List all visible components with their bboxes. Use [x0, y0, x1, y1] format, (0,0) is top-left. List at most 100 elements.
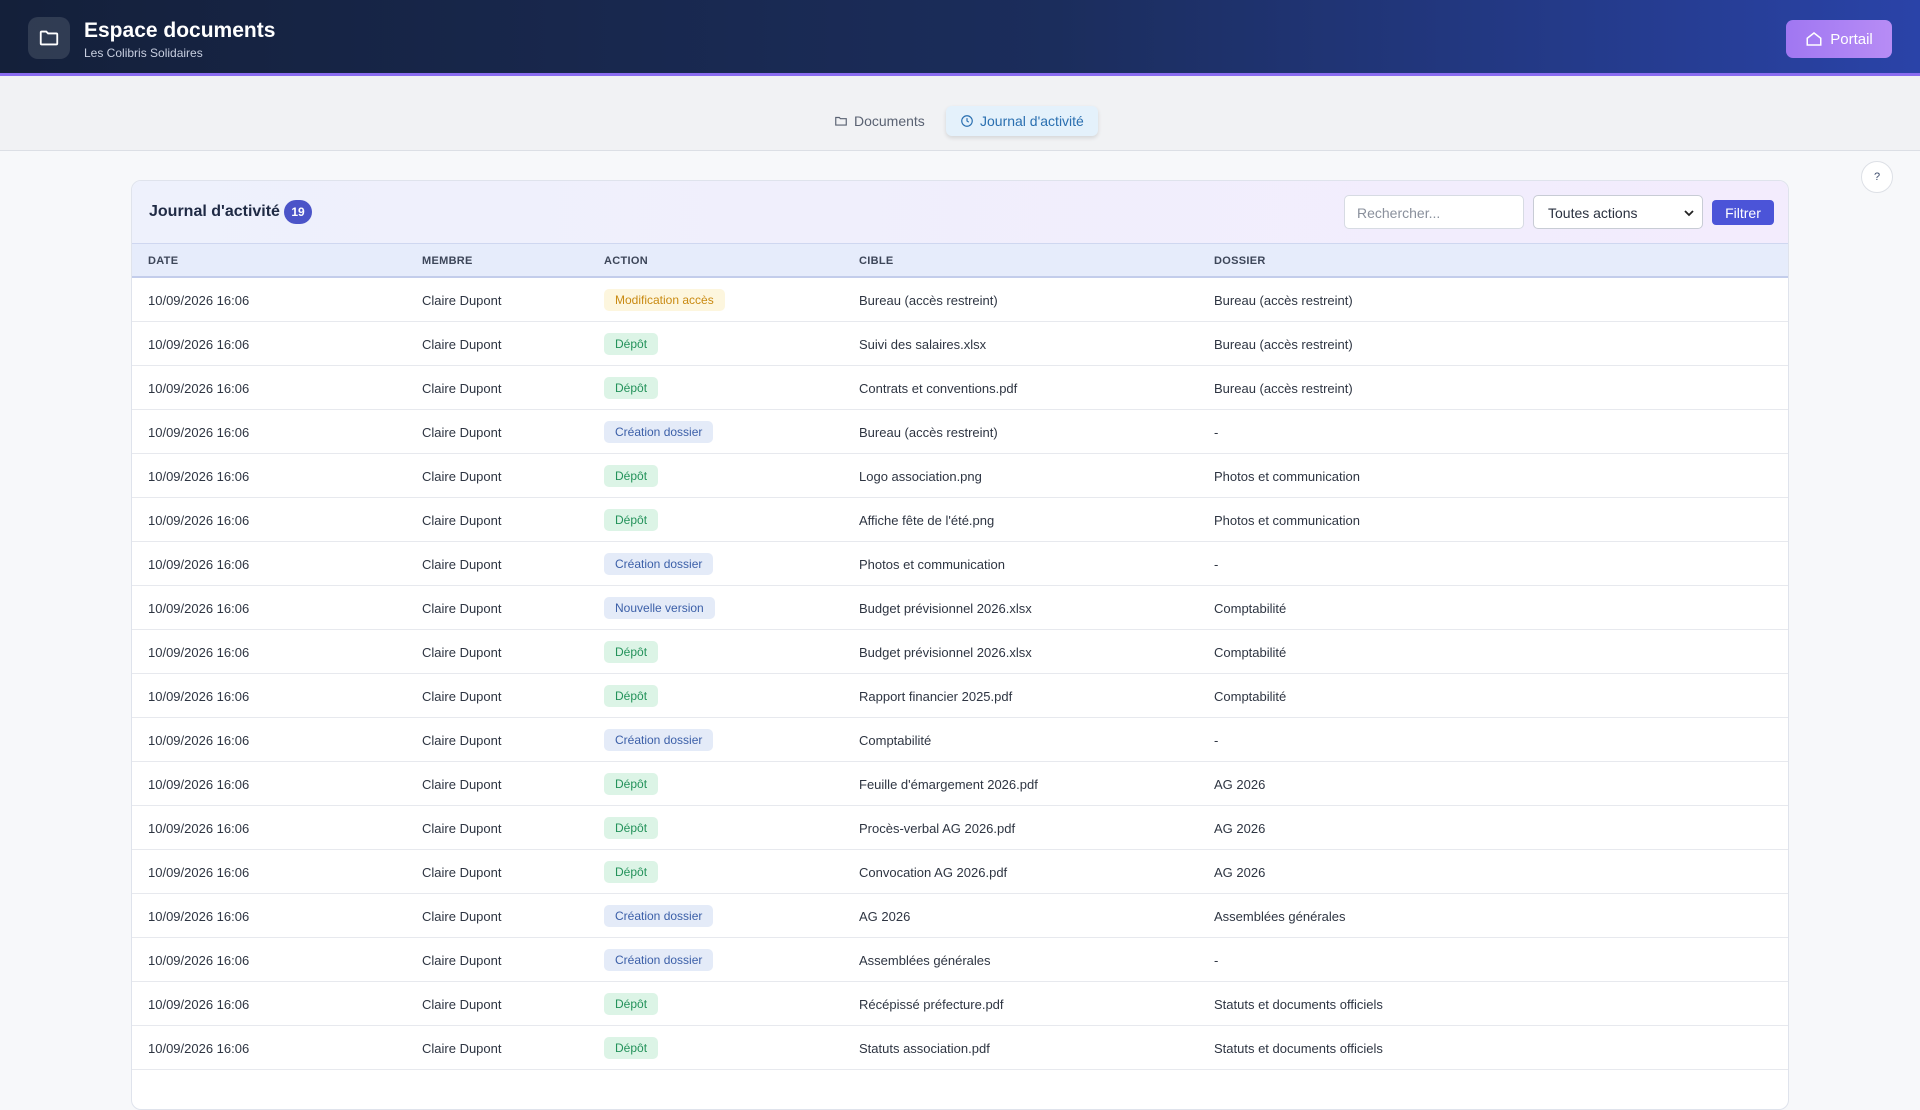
folder-cell: -: [1214, 733, 1219, 748]
target-cell: Feuille d'émargement 2026.pdf: [859, 777, 1038, 792]
action-badge: Dépôt: [604, 641, 659, 663]
action-badge: Création dossier: [604, 949, 714, 971]
date-cell: 10/09/2026 16:06: [148, 953, 250, 968]
folder-cell: Photos et communication: [1214, 469, 1360, 484]
folder-cell: Photos et communication: [1214, 513, 1360, 528]
folder-cell: Bureau (accès restreint): [1214, 381, 1353, 396]
search-input[interactable]: Rechercher...: [1344, 195, 1524, 229]
target-cell: Logo association.png: [859, 469, 982, 484]
action-badge: Dépôt: [604, 685, 659, 707]
action-badge: Nouvelle version: [604, 597, 715, 619]
column-header: ACTION: [604, 255, 648, 267]
action-badge: Dépôt: [604, 861, 659, 883]
folder-cell: -: [1214, 953, 1219, 968]
help-button[interactable]: ?: [1861, 161, 1893, 193]
member-cell: Claire Dupont: [422, 953, 502, 968]
member-cell: Claire Dupont: [422, 557, 502, 572]
table-row: 10/09/2026 16:06 Claire Dupont Création do…: [132, 542, 1788, 586]
column-header: CIBLE: [859, 255, 894, 267]
filter-button[interactable]: Filtrer: [1712, 200, 1774, 225]
member-cell: Claire Dupont: [422, 645, 502, 660]
action-badge: Dépôt: [604, 1037, 659, 1059]
folder-cell: Statuts et documents officiels: [1214, 997, 1383, 1012]
target-cell: Bureau (accès restreint): [859, 293, 998, 308]
app-subtitle: Les Colibris Solidaires: [84, 46, 203, 60]
date-cell: 10/09/2026 16:06: [148, 425, 250, 440]
action-select[interactable]: Toutes actions: [1533, 195, 1703, 229]
table-header: DATE MEMBRE ACTION CIBLE DOSSIER: [132, 243, 1788, 278]
folder-cell: Bureau (accès restreint): [1214, 293, 1353, 308]
tab-journal[interactable]: Journal d'activité: [946, 106, 1098, 136]
date-cell: 10/09/2026 16:06: [148, 689, 250, 704]
count-badge: 19: [284, 200, 312, 224]
action-badge: Dépôt: [604, 993, 659, 1015]
date-cell: 10/09/2026 16:06: [148, 821, 250, 836]
action-badge: Création dossier: [604, 553, 714, 575]
folder-cell: Comptabilité: [1214, 689, 1287, 704]
date-cell: 10/09/2026 16:06: [148, 733, 250, 748]
target-cell: Budget prévisionnel 2026.xlsx: [859, 601, 1032, 616]
target-cell: Suivi des salaires.xlsx: [859, 337, 987, 352]
column-header: DATE: [148, 255, 179, 267]
member-cell: Claire Dupont: [422, 733, 502, 748]
table-row: 10/09/2026 16:06 Claire Dupont Dépôt Suivi …: [132, 322, 1788, 366]
member-cell: Claire Dupont: [422, 513, 502, 528]
table-row: 10/09/2026 16:06 Claire Dupont Nouvelle ve…: [132, 586, 1788, 630]
folder-cell: AG 2026: [1214, 821, 1266, 836]
tab-label: Journal d'activité: [980, 113, 1084, 129]
member-cell: Claire Dupont: [422, 777, 502, 792]
member-cell: Claire Dupont: [422, 865, 502, 880]
target-cell: Convocation AG 2026.pdf: [859, 865, 1008, 880]
target-cell: AG 2026: [859, 909, 911, 924]
member-cell: Claire Dupont: [422, 601, 502, 616]
target-cell: Récépissé préfecture.pdf: [859, 997, 1004, 1012]
folder-cell: Assemblées générales: [1214, 909, 1346, 924]
folder-cell: -: [1214, 557, 1219, 572]
target-cell: Comptabilité: [859, 733, 932, 748]
table-row: 10/09/2026 16:06 Claire Dupont Dépôt Statut…: [132, 1026, 1788, 1070]
folder-cell: Statuts et documents officiels: [1214, 1041, 1383, 1056]
action-badge: Modification accès: [604, 289, 725, 311]
folder-cell: Comptabilité: [1214, 601, 1287, 616]
target-cell: Contrats et conventions.pdf: [859, 381, 1018, 396]
table-row: 10/09/2026 16:06 Claire Dupont Dépôt Procès…: [132, 806, 1788, 850]
member-cell: Claire Dupont: [422, 997, 502, 1012]
date-cell: 10/09/2026 16:06: [148, 557, 250, 572]
target-cell: Bureau (accès restreint): [859, 425, 998, 440]
activity-card: Journal d'activité 19 Rechercher... Tout…: [131, 180, 1789, 1110]
table-row: 10/09/2026 16:06 Claire Dupont Dépôt Convoc…: [132, 850, 1788, 894]
app-title: Espace documents: [84, 19, 276, 42]
member-cell: Claire Dupont: [422, 337, 502, 352]
action-badge: Création dossier: [604, 729, 714, 751]
date-cell: 10/09/2026 16:06: [148, 777, 250, 792]
table-row: 10/09/2026 16:06 Claire Dupont Création do…: [132, 938, 1788, 982]
date-cell: 10/09/2026 16:06: [148, 513, 250, 528]
date-cell: 10/09/2026 16:06: [148, 601, 250, 616]
date-cell: 10/09/2026 16:06: [148, 645, 250, 660]
action-badge: Dépôt: [604, 333, 659, 355]
folder-cell: AG 2026: [1214, 865, 1266, 880]
action-badge: Dépôt: [604, 377, 659, 399]
folder-cell: Bureau (accès restreint): [1214, 337, 1353, 352]
table-row: 10/09/2026 16:06 Claire Dupont Dépôt Récépi…: [132, 982, 1788, 1026]
tab-documents[interactable]: Documents: [820, 106, 939, 136]
action-badge: Création dossier: [604, 905, 714, 927]
column-header: DOSSIER: [1214, 255, 1266, 267]
date-cell: 10/09/2026 16:06: [148, 293, 250, 308]
portal-button[interactable]: Portail: [1786, 20, 1892, 58]
target-cell: Assemblées générales: [859, 953, 991, 968]
table-row: 10/09/2026 16:06 Claire Dupont Dépôt Affich…: [132, 498, 1788, 542]
member-cell: Claire Dupont: [422, 469, 502, 484]
card-header: Journal d'activité 19 Rechercher... Tout…: [132, 181, 1788, 243]
table-row: 10/09/2026 16:06 Claire Dupont Création do…: [132, 410, 1788, 454]
table-row: 10/09/2026 16:06 Claire Dupont Dépôt Feuill…: [132, 762, 1788, 806]
member-cell: Claire Dupont: [422, 1041, 502, 1056]
folder-cell: Comptabilité: [1214, 645, 1287, 660]
member-cell: Claire Dupont: [422, 689, 502, 704]
date-cell: 10/09/2026 16:06: [148, 1041, 250, 1056]
column-header: MEMBRE: [422, 255, 473, 267]
date-cell: 10/09/2026 16:06: [148, 997, 250, 1012]
target-cell: Rapport financier 2025.pdf: [859, 689, 1013, 704]
